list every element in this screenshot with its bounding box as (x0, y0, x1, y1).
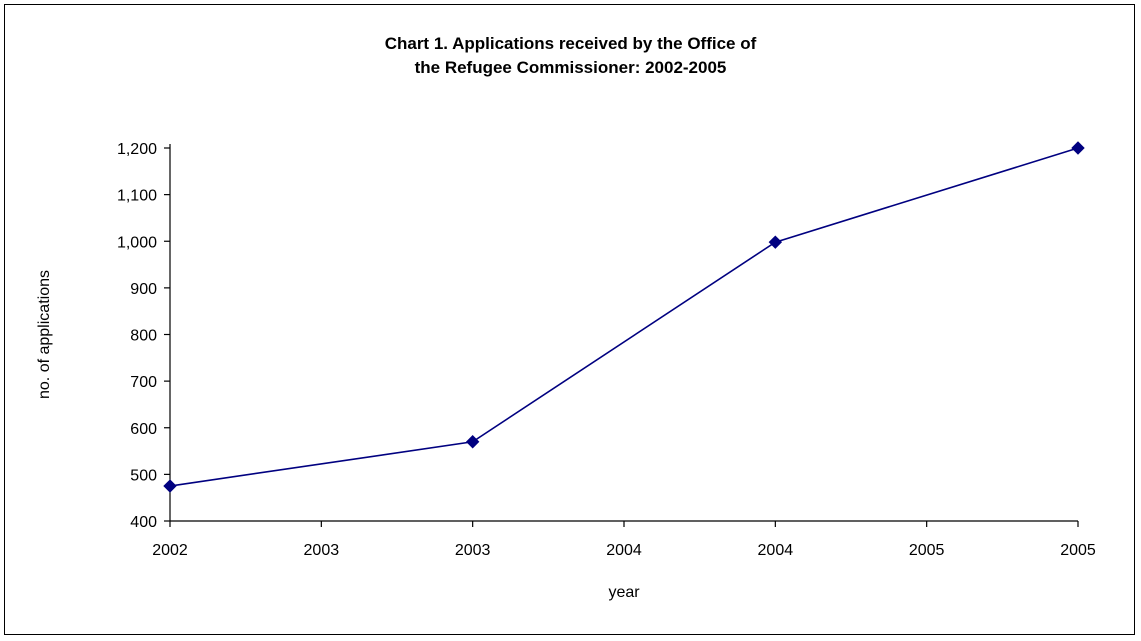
x-tick-label: 2004 (606, 542, 642, 559)
data-point-marker (465, 435, 480, 449)
x-axis-ticks: 2002 2003 2003 2004 2004 2005 2005 (152, 521, 1096, 559)
data-point-marker (163, 479, 177, 493)
y-tick-label: 600 (130, 421, 157, 438)
series-group (163, 141, 1085, 493)
data-point-marker (768, 235, 783, 249)
chart-title: Chart 1. Applications received by the Of… (0, 32, 1141, 80)
y-tick-label: 700 (130, 374, 157, 391)
y-tick-label: 900 (130, 281, 157, 298)
chart-title-line-2: the Refugee Commissioner: 2002-2005 (414, 58, 727, 77)
y-tick-label: 500 (130, 467, 157, 484)
y-tick-label: 1,100 (117, 188, 157, 205)
x-tick-label: 2004 (758, 542, 794, 559)
y-tick-label: 800 (130, 328, 157, 345)
x-axis-label: year (608, 584, 640, 601)
x-tick-label: 2005 (909, 542, 945, 559)
y-tick-label: 1,000 (117, 234, 157, 251)
x-tick-label: 2003 (455, 542, 491, 559)
y-axis-label: no. of applications (36, 270, 53, 399)
x-tick-label: 2002 (152, 542, 188, 559)
y-axis-ticks: 400 500 600 700 800 900 1,000 1,100 1,200 (117, 141, 170, 531)
chart-frame (4, 4, 1135, 635)
y-tick-label: 400 (130, 514, 157, 531)
y-tick-label: 1,200 (117, 141, 157, 158)
axes (169, 144, 1078, 522)
data-point-marker (1071, 141, 1085, 155)
x-tick-label: 2005 (1060, 542, 1096, 559)
chart-title-line-1: Chart 1. Applications received by the Of… (384, 34, 757, 53)
series-line (169, 147, 1079, 487)
x-tick-label: 2003 (304, 542, 340, 559)
